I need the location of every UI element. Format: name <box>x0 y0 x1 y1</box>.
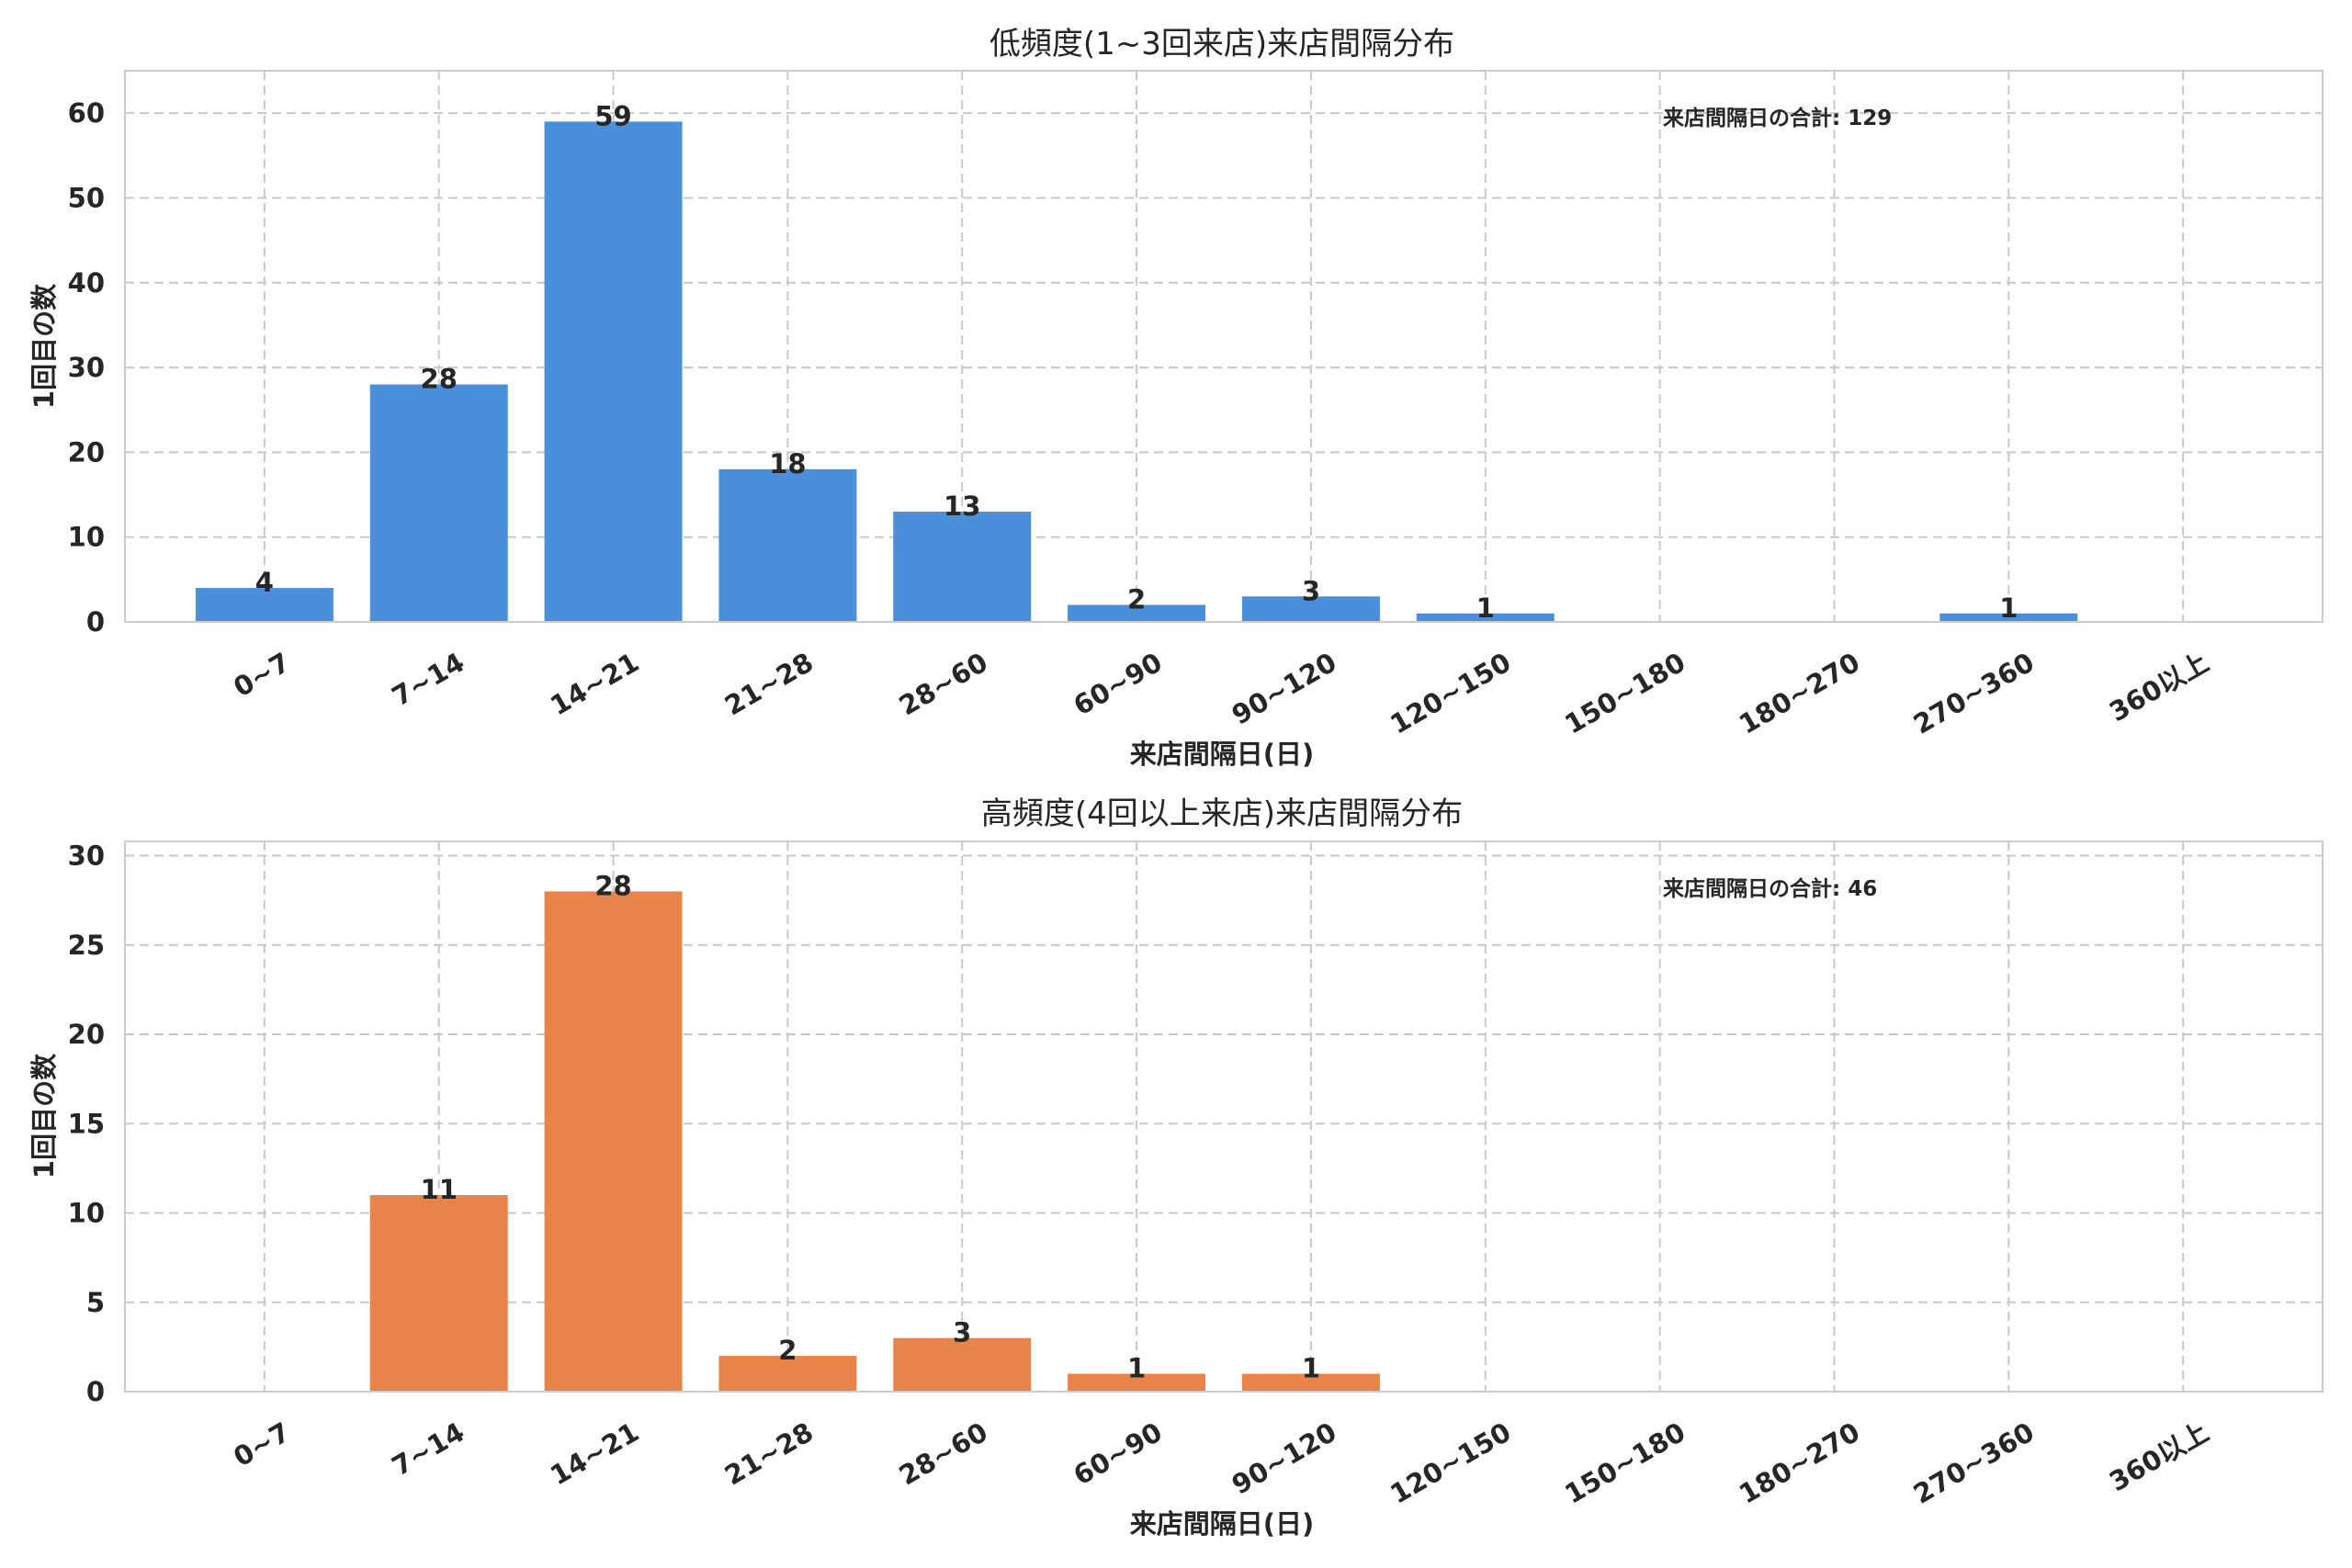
bar-value-label: 3 <box>953 1317 971 1348</box>
bar-28~60 <box>893 512 1032 622</box>
bar-120~150 <box>1416 613 1555 622</box>
bar-7~14 <box>369 1195 508 1392</box>
bar-21~28 <box>718 1356 857 1392</box>
bar-21~28 <box>718 468 857 622</box>
y-tick-label: 10 <box>68 522 105 553</box>
bar-28~60 <box>893 1337 1032 1392</box>
bar-14~21 <box>544 121 683 622</box>
bar-value-label: 1 <box>1476 592 1495 624</box>
bar-value-label: 1 <box>1127 1353 1146 1384</box>
y-tick-label: 30 <box>68 352 105 383</box>
total-annotation: 来店間隔日の合計: 46 <box>1663 876 1877 901</box>
bar-value-label: 11 <box>421 1174 458 1205</box>
y-tick-label: 0 <box>86 606 105 637</box>
total-annotation: 来店間隔日の合計: 129 <box>1663 106 1892 130</box>
bar-270~360 <box>1939 613 2078 622</box>
bar-value-label: 18 <box>769 448 806 479</box>
y-axis-label: 1回目の数 <box>28 1053 60 1179</box>
bar-value-label: 2 <box>778 1335 797 1366</box>
bar-90~120 <box>1241 1373 1380 1392</box>
y-tick-label: 0 <box>86 1376 105 1407</box>
y-tick-label: 15 <box>68 1108 105 1139</box>
x-axis-label: 来店間隔日(日) <box>1130 1508 1315 1540</box>
bar-60~90 <box>1068 604 1206 622</box>
chart-title: 高頻度(4回以上来店)来店間隔分布 <box>981 795 1463 832</box>
y-tick-label: 40 <box>68 267 105 299</box>
y-tick-label: 50 <box>68 182 105 213</box>
y-tick-label: 60 <box>68 97 105 129</box>
y-tick-label: 25 <box>68 930 105 961</box>
bar-value-label: 13 <box>944 491 980 522</box>
bar-value-label: 1 <box>1999 592 2018 624</box>
y-tick-label: 20 <box>68 1019 105 1050</box>
y-axis-label: 1回目の数 <box>28 283 60 409</box>
bar-value-label: 2 <box>1127 584 1146 615</box>
bar-value-label: 28 <box>594 870 631 901</box>
bar-0~7 <box>195 588 334 622</box>
chart-title: 低頻度(1~3回来店)来店間隔分布 <box>989 26 1454 62</box>
y-tick-label: 20 <box>68 436 105 468</box>
plot-frame <box>124 840 2324 1393</box>
y-tick-label: 5 <box>86 1287 105 1318</box>
bar-value-label: 1 <box>1302 1353 1320 1384</box>
bar-value-label: 28 <box>421 364 458 395</box>
plot-frame <box>124 70 2324 623</box>
bar-value-label: 4 <box>255 567 274 598</box>
y-tick-label: 10 <box>68 1198 105 1229</box>
x-axis-label: 来店間隔日(日) <box>1130 739 1315 770</box>
bar-60~90 <box>1068 1373 1206 1392</box>
y-tick-label: 30 <box>68 840 105 872</box>
bar-value-label: 59 <box>594 100 631 131</box>
bar-value-label: 3 <box>1302 575 1320 606</box>
bar-90~120 <box>1241 596 1380 622</box>
bar-7~14 <box>369 384 508 622</box>
bar-14~21 <box>544 891 683 1392</box>
